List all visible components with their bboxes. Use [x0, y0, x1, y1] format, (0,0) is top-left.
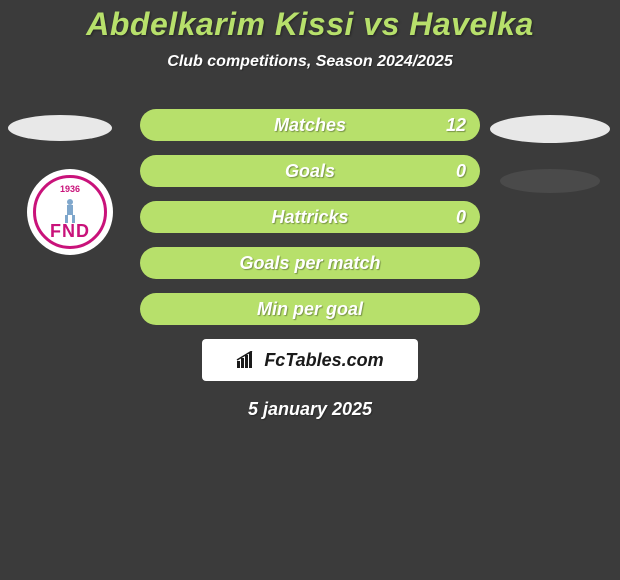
date-line: 5 january 2025	[0, 399, 620, 420]
stat-label: Hattricks	[140, 201, 480, 233]
stat-row: Min per goal	[0, 293, 620, 325]
stats-area: 1936 FND Matches12Goals0Hattricks0Goals …	[0, 109, 620, 420]
page-title: Abdelkarim Kissi vs Havelka	[0, 0, 620, 43]
stat-row: Hattricks0	[0, 201, 620, 233]
stat-label: Min per goal	[140, 293, 480, 325]
stat-bar: Goals per match	[140, 247, 480, 279]
stat-bar: Matches12	[140, 109, 480, 141]
stat-bar: Goals0	[140, 155, 480, 187]
stat-row: Matches12	[0, 109, 620, 141]
stat-bar: Min per goal	[140, 293, 480, 325]
subtitle: Club competitions, Season 2024/2025	[0, 53, 620, 71]
comparison-card: Abdelkarim Kissi vs Havelka Club competi…	[0, 0, 620, 580]
stat-label: Goals per match	[140, 247, 480, 279]
stat-label: Goals	[140, 155, 480, 187]
stat-value-right: 0	[442, 155, 480, 187]
brand-text: FcTables.com	[264, 350, 383, 371]
bar-chart-icon	[236, 351, 258, 369]
stat-bar: Hattricks0	[140, 201, 480, 233]
stat-value-right: 0	[442, 201, 480, 233]
stat-value-right: 12	[432, 109, 480, 141]
stat-row: Goals per match	[0, 247, 620, 279]
stat-label: Matches	[140, 109, 480, 141]
stat-row: Goals0	[0, 155, 620, 187]
brand-box[interactable]: FcTables.com	[202, 339, 418, 381]
